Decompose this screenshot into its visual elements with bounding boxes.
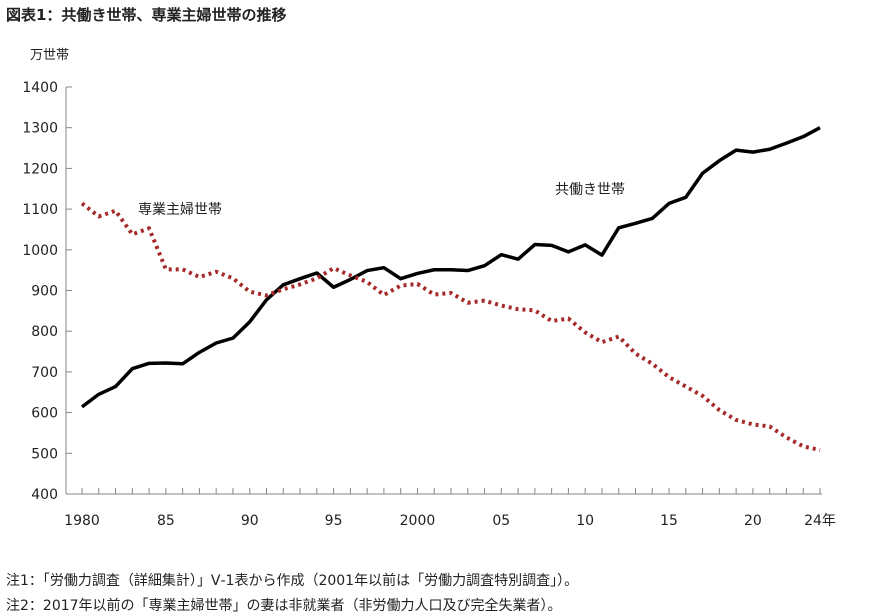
y-tick-label: 1100 xyxy=(22,202,58,218)
x-tick-label: 24年 xyxy=(804,513,836,529)
x-tick-label: 05 xyxy=(492,513,510,529)
y-tick-label: 1400 xyxy=(22,80,58,96)
chart-title: 図表1：共働き世帯、専業主婦世帯の推移 xyxy=(6,6,287,24)
series-label-dual-income: 共働き世帯 xyxy=(555,182,625,198)
y-tick-label: 500 xyxy=(31,446,58,462)
y-tick-label: 400 xyxy=(31,487,58,503)
x-tick-label: 10 xyxy=(576,513,594,529)
y-tick-label: 800 xyxy=(31,324,58,340)
note-1: 注1：「労働力調査（詳細集計）」Ⅴ-1表から作成（2001年以前は「労働力調査特… xyxy=(6,573,579,589)
series-line-0 xyxy=(80,126,821,409)
y-tick-label: 1000 xyxy=(22,243,58,259)
x-tick-label: 20 xyxy=(744,513,762,529)
y-tick-label: 700 xyxy=(31,365,58,381)
series-line-1 xyxy=(80,201,821,452)
series-label-housewife: 専業主婦世帯 xyxy=(138,201,222,218)
y-axis-unit: 万世帯 xyxy=(30,48,70,63)
x-tick-label: 90 xyxy=(241,513,259,529)
y-tick-label: 900 xyxy=(31,284,58,300)
x-tick-label: 15 xyxy=(660,513,678,529)
x-tick-label: 1980 xyxy=(64,513,100,529)
note-2: 注2：2017年以前の「専業主婦世帯」の妻は非就業者（非労働力人口及び完全失業者… xyxy=(6,598,562,614)
x-tick-label: 85 xyxy=(157,513,175,529)
y-tick-label: 1200 xyxy=(22,161,58,177)
x-tick-label: 95 xyxy=(325,513,343,529)
y-tick-label: 1300 xyxy=(22,121,58,137)
x-tick-label: 2000 xyxy=(400,513,436,529)
y-tick-label: 600 xyxy=(31,406,58,422)
